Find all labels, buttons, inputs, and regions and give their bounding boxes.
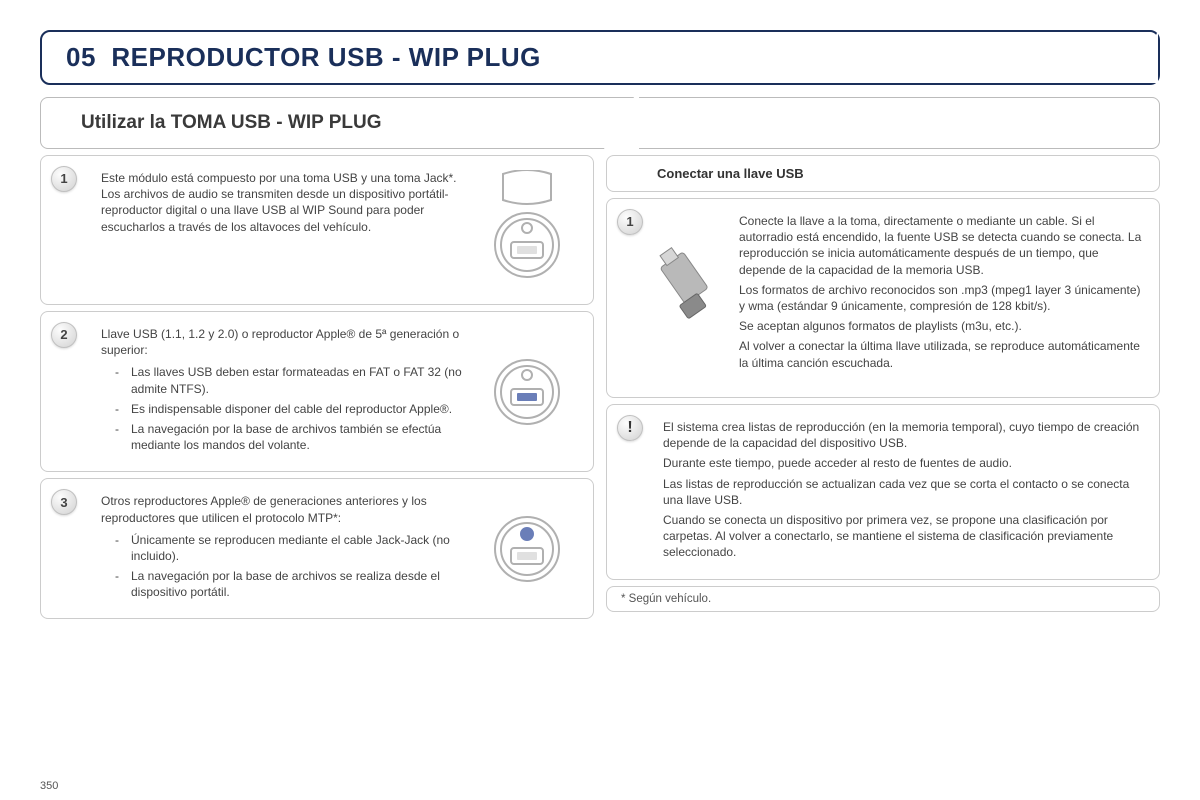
main-columns: 1 Este módulo está compuesto por una tom… [40,155,1160,619]
warning-block: ! El sistema crea listas de reproducción… [606,404,1160,580]
socket-closed-usb-icon [477,326,577,457]
step-badge: 3 [51,489,77,515]
right-para: Al volver a conectar la última llave uti… [739,338,1143,370]
left-step-3: 3 Otros reproductores Apple® de generaci… [40,478,594,619]
step-bullets: Únicamente se reproducen mediante el cab… [101,532,467,601]
bullet: La navegación por la base de archivos se… [115,568,467,600]
footnote: * Según vehículo. [606,586,1160,612]
page-title-bar: 05 REPRODUCTOR USB - WIP PLUG [40,30,1160,85]
subtitle: Utilizar la TOMA USB - WIP PLUG [81,112,1119,134]
page-number: 350 [40,780,58,792]
usb-key-icon [651,237,723,331]
section-title: REPRODUCTOR USB - WIP PLUG [111,42,541,72]
step-lead: Otros reproductores Apple® de generacion… [101,493,467,525]
socket-closed-jack-icon [477,493,577,604]
step-text: Este módulo está compuesto por una toma … [101,170,467,235]
step-bullets: Las llaves USB deben estar formateadas e… [101,364,467,453]
right-header: Conectar una llave USB [606,155,1160,192]
step-badge: 2 [51,322,77,348]
bullet: Es indispensable disponer del cable del … [115,401,467,417]
left-step-2: 2 Llave USB (1.1, 1.2 y 2.0) o reproduct… [40,311,594,472]
socket-open-icon [477,170,577,290]
subtitle-bar: Utilizar la TOMA USB - WIP PLUG [40,97,1160,149]
bullet: La navegación por la base de archivos ta… [115,421,467,453]
warning-para: El sistema crea listas de reproducción (… [663,419,1143,451]
warning-para: Durante este tiempo, puede acceder al re… [663,455,1143,471]
section-number: 05 [66,42,96,72]
right-step-1: 1 Conecte la llave a la toma, directamen… [606,198,1160,398]
bullet: Únicamente se reproducen mediante el cab… [115,532,467,564]
page-title: 05 REPRODUCTOR USB - WIP PLUG [66,42,1134,73]
step-badge: 1 [51,166,77,192]
right-column: Conectar una llave USB 1 Conecte la llav… [606,155,1160,619]
step-badge: 1 [617,209,643,235]
right-para: Se aceptan algunos formatos de playlists… [739,318,1143,334]
warning-para: Las listas de reproducción se actualizan… [663,476,1143,508]
warning-para: Cuando se conecta un dispositivo por pri… [663,512,1143,561]
warning-icon: ! [617,415,643,441]
left-step-1: 1 Este módulo está compuesto por una tom… [40,155,594,305]
right-para: Los formatos de archivo reconocidos son … [739,282,1143,314]
step-lead: Llave USB (1.1, 1.2 y 2.0) o reproductor… [101,326,467,358]
bullet: Las llaves USB deben estar formateadas e… [115,364,467,396]
right-para: Conecte la llave a la toma, directamente… [739,213,1143,278]
left-column: 1 Este módulo está compuesto por una tom… [40,155,594,619]
